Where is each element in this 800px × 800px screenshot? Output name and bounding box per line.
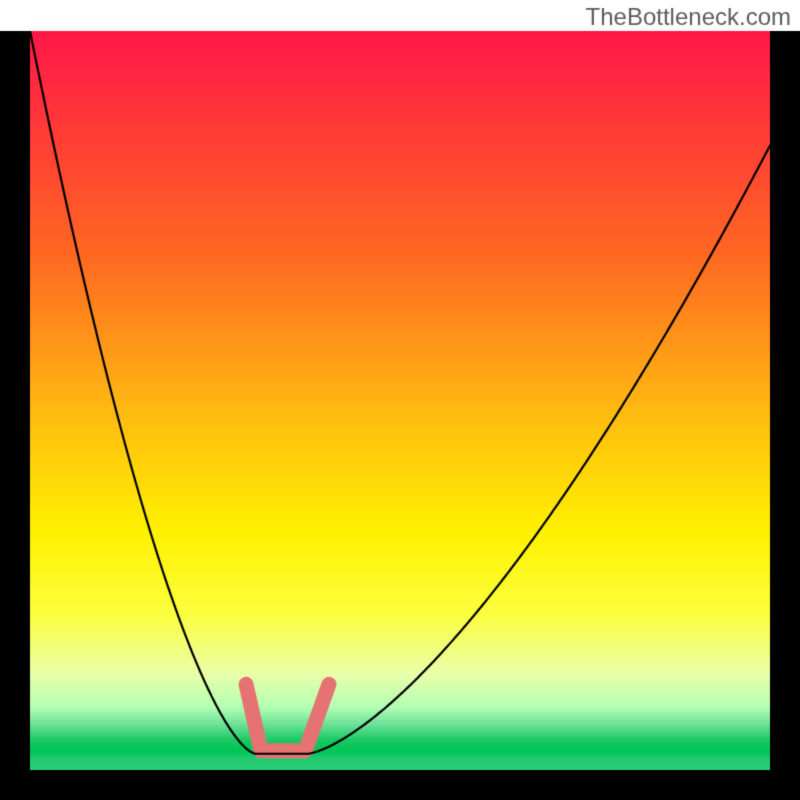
bottleneck-chart [0,0,800,800]
